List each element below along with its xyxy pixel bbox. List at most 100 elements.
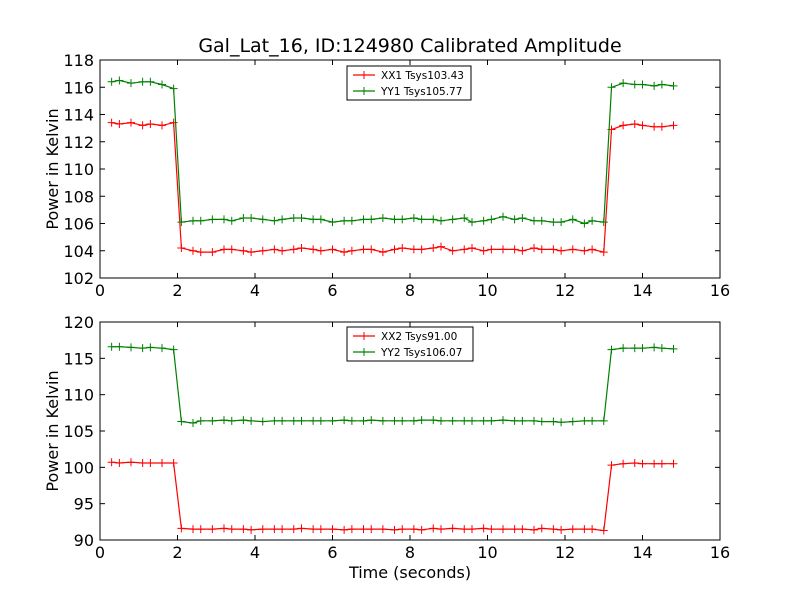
data-point [227,525,236,534]
data-point [359,215,368,224]
y-tick-label: 105 [63,422,94,441]
data-point [518,246,527,255]
data-point [196,216,205,225]
series-line [111,461,674,532]
data-point [107,342,116,351]
y-tick-label: 102 [63,269,94,288]
data-point [367,245,376,254]
data-point [115,458,124,467]
data-point [258,246,267,255]
data-point [127,343,135,352]
data-point [115,120,124,129]
data-point [138,344,147,353]
data-point [316,215,325,224]
data-point [297,244,306,253]
y-axis-label: Power in Kelvin [43,370,62,491]
x-tick-label: 4 [250,281,260,300]
chart-title: Gal_Lat_16, ID:124980 Calibrated Amplitu… [198,35,621,57]
x-tick-label: 2 [172,281,182,300]
data-point [437,416,445,425]
y-tick-label: 90 [74,531,94,550]
data-point [297,214,306,223]
data-point [169,84,178,93]
data-point [158,121,166,130]
data-point [448,246,457,255]
data-point [340,248,349,257]
data-point [398,215,407,224]
data-point [599,218,608,227]
data-point [390,215,399,224]
data-point [258,215,267,224]
data-point [227,245,236,254]
data-point [599,526,608,535]
y-tick-label: 108 [63,187,94,206]
data-point [657,344,666,353]
data-point [429,524,438,533]
data-point [127,118,135,127]
data-point [479,216,488,225]
x-tick-label: 6 [327,543,337,562]
data-point [518,214,527,223]
data-point [146,343,155,352]
data-point [557,418,566,427]
data-point [599,248,608,257]
data-point [530,416,538,425]
data-point [580,246,589,255]
data-point [580,416,589,425]
data-point [487,215,496,224]
data-point [107,118,116,127]
data-point [390,245,399,254]
data-point [359,416,368,425]
data-point [588,525,597,534]
data-point [316,525,325,534]
data-point [487,245,496,254]
data-point [347,416,356,425]
data-point [309,215,318,224]
data-point [398,416,407,425]
data-point [340,525,349,534]
data-point [239,246,248,255]
data-point [549,218,558,227]
data-point [499,245,507,254]
data-point [630,120,639,129]
legend-box [346,326,474,362]
x-tick-label: 6 [327,281,337,300]
data-point [189,216,197,225]
data-point [599,416,608,425]
y-tick-label: 116 [63,78,94,97]
top-subplot: 0 2 4 6 8 10 12 14 16 102 104 106 108 110 112 114 116 118… [43,35,730,300]
data-point [657,459,666,468]
data-point [278,246,287,255]
data-point [328,218,337,227]
data-point [107,77,116,86]
data-point [499,416,507,425]
y-tick-label: 110 [63,386,94,405]
data-point [448,215,457,224]
data-point [340,216,349,225]
y-tick-label: 120 [63,313,94,332]
x-tick-label: 14 [632,281,652,300]
data-point [448,416,457,425]
data-point [239,416,248,425]
data-point [309,245,318,254]
data-point [417,215,426,224]
y-tick-label: 112 [63,133,94,152]
data-point [146,77,155,86]
data-point [479,246,488,255]
data-point [208,215,217,224]
data-point [510,416,519,425]
data-point [429,215,438,224]
data-point [460,245,469,254]
data-point [650,343,659,352]
data-point [619,121,628,130]
data-point [208,416,217,425]
x-tick-label: 10 [477,281,497,300]
data-point [247,525,256,534]
data-point [580,525,589,534]
data-point [177,244,186,253]
data-point [340,416,349,425]
data-point [557,218,566,227]
data-point [568,525,577,534]
data-point [378,525,387,534]
